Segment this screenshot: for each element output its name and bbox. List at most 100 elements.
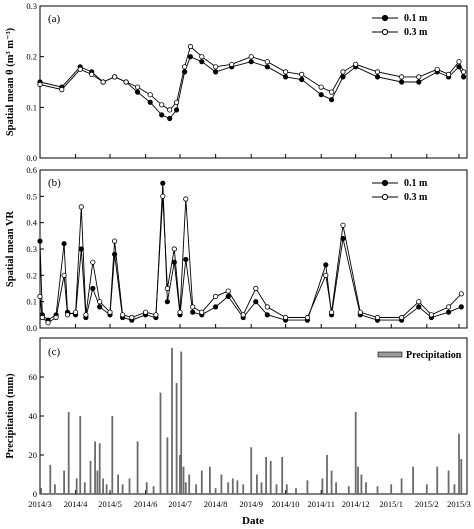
panel-a-point-1 [328,89,335,95]
precipitation-bar [49,464,52,495]
legend-c: Precipitation [377,350,462,361]
panel-b-ytick-label: 0.3 [26,244,37,254]
panel-b-point-1 [445,304,452,310]
precipitation-bar [326,455,328,494]
precipitation-bar [184,482,187,494]
precipitation-bar [159,392,162,494]
panel-b-point-1 [90,259,96,265]
panel-b-point-0 [61,241,67,247]
precipitation-bar [412,466,414,494]
panel-b-point-1 [225,288,231,294]
panel-a-point-1 [229,61,235,67]
x-tick-label: 2015/1 [379,499,403,509]
precipitation-bar [145,482,148,494]
precipitation-bar [180,351,183,494]
panel-b-point-0 [160,180,166,186]
panel-a-point-0 [135,89,141,95]
panel-a-point-1 [59,87,65,93]
legend-a-label-0: 0.1 m [404,13,428,24]
panel-a-point-1 [318,84,324,90]
panel-a-point-1 [460,69,467,75]
panel-a-ytick-label: 0.1 [26,102,37,112]
panel-b-point-1 [183,196,189,202]
panel-a-point-0 [416,79,422,85]
panel-b-ytick-label: 0.0 [26,323,37,333]
precipitation-bar [166,437,169,494]
panel-a-point-1 [264,59,270,65]
precipitation-bar [295,488,297,494]
panel-b-point-1 [112,238,118,244]
precipitation-bar [321,478,324,494]
precipitation-bar [188,474,191,494]
x-tick-label: 2014/12 [342,499,370,509]
legend-a: 0.1 m 0.3 m [372,13,428,38]
precipitation-bar [136,441,139,494]
panel-a-point-0 [398,79,405,85]
panel-a-point-0 [187,54,193,60]
precipitation-bar [89,460,92,494]
precipitation-bar [179,455,181,494]
panel-b-point-1 [39,314,45,321]
panel-a-point-1 [199,54,205,60]
panel-c-ytick-label: 20 [29,450,38,460]
panel-a-point-0 [282,74,289,80]
panel-b-point-1 [323,272,329,278]
panel-b-point-0 [190,309,196,315]
precipitation-bar [400,478,403,494]
panel-a-point-0 [374,74,381,80]
x-tick-label: 2014/11 [307,499,335,509]
panel-a-point-0 [159,112,165,118]
precipitation-bar [214,488,217,494]
panel-a-point-1 [340,69,346,75]
panel-a-point-1 [37,81,43,88]
legend-b-marker-0 [381,179,389,187]
panel-b-point-1 [357,309,363,315]
panel-a-point-1 [398,74,405,80]
panel-a-point-1 [167,107,173,113]
precipitation-bar [79,416,82,494]
panel-c-ytick-label: 60 [29,372,38,382]
panel-b-point-1 [61,272,67,278]
panel-b-point-1 [107,309,113,315]
precipitation-bar [376,486,379,494]
precipitation-bar [360,474,363,494]
precipitation-bar [63,470,65,494]
panel-b-point-1 [374,314,381,321]
precipitation-bar [265,456,267,494]
panel-b-point-1 [164,285,170,292]
x-tick-label: 2014/7 [168,499,192,509]
panel-a-point-1 [299,71,305,78]
panel-b-point-1 [64,312,71,318]
panel-a-ytick-label: 0.0 [26,153,37,163]
panel-a-point-1 [174,99,180,105]
precipitation-bar [227,482,230,494]
panel-a-point-0 [213,69,219,75]
panel-b-point-0 [164,299,170,305]
precipitation-bar [231,478,234,494]
precipitation-bar [458,433,460,494]
panel-a-series-line-0 [39,56,465,120]
precipitation-bar [354,412,357,494]
panel-b-point-0 [416,304,422,310]
panel-b-point-0 [213,304,219,310]
panel-b-point-0 [37,238,43,244]
panel-a-ytick-label: 0.2 [26,52,37,62]
precipitation-bar [182,466,185,494]
legend-b-label-0: 0.1 m [404,178,428,189]
panel-a-point-0 [174,107,180,113]
panel-a-point-1 [182,64,188,70]
panel-b-point-1 [199,309,205,315]
precipitation-bar [96,470,99,494]
precipitation-bar [242,484,245,495]
precipitation-bar [102,478,104,494]
precipitation-bar [285,484,288,495]
x-tick-label: 2015/3 [447,499,471,509]
legend-b: 0.1 m 0.3 m [372,178,428,203]
precipitation-bar [260,482,263,494]
x-axis-label: Date [242,515,264,527]
panel-b-point-1 [97,299,103,305]
precipitation-bar [256,474,258,494]
precipitation-bar [250,447,253,494]
panel-b-point-1 [129,314,135,321]
